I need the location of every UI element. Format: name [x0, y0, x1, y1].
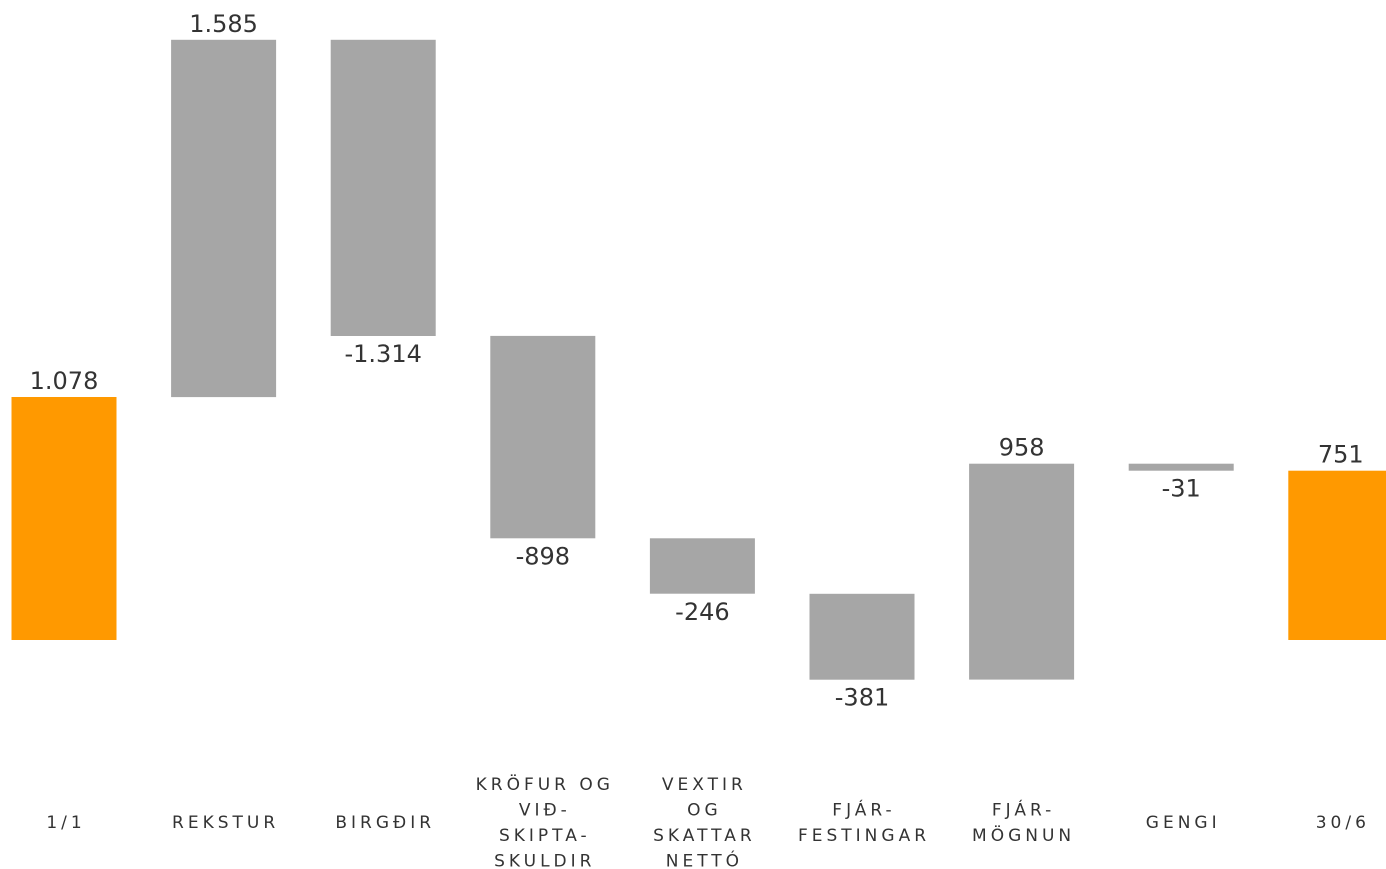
category-label-7: GENGI — [1146, 813, 1221, 833]
category-label-line: MÖGNUN — [972, 824, 1075, 846]
category-label-line: 1/1 — [46, 813, 85, 833]
bar-0 — [11, 397, 117, 640]
bar-3 — [490, 335, 596, 539]
bar-1 — [171, 39, 277, 398]
category-label-line: SKATTAR — [653, 826, 756, 846]
category-label-1: REKSTUR — [172, 813, 279, 833]
bars-group — [11, 39, 1386, 680]
category-label-8: 30/6 — [1316, 813, 1370, 833]
value-label-5: -381 — [835, 684, 889, 712]
category-label-line: GENGI — [1146, 813, 1221, 833]
category-label-6: FJÁR- MÖGNUN — [972, 798, 1075, 846]
value-label-8: 751 — [1318, 441, 1364, 469]
category-labels-group: 1/1 REKSTUR BIRGÐIR KRÖFUR OG VIÐ- SKIPTA- SKU… — [46, 773, 1370, 869]
value-label-2: -1.314 — [345, 340, 422, 368]
bar-8 — [1288, 470, 1386, 640]
category-label-0: 1/1 — [46, 813, 85, 833]
category-label-line: BIRGÐIR — [335, 813, 435, 833]
category-label-line: VIÐ- — [519, 800, 571, 820]
category-label-line: FJÁR- — [832, 798, 895, 820]
bar-6 — [969, 463, 1075, 680]
category-label-4: VEXTIR OG SKATTAR NETTÓ — [653, 775, 756, 869]
category-label-line: FESTINGAR — [798, 826, 930, 846]
value-label-6: 958 — [999, 434, 1045, 462]
category-label-line: 30/6 — [1316, 813, 1370, 833]
value-label-1: 1.585 — [189, 10, 258, 38]
category-label-line: REKSTUR — [172, 813, 279, 833]
value-label-7: -31 — [1162, 475, 1201, 503]
category-label-line: OG — [687, 800, 722, 820]
value-labels-group: 1.078 1.585 -1.314 -898 -246 -381 958 -31 751 — [30, 10, 1364, 712]
bar-2 — [330, 39, 436, 337]
bar-5 — [809, 593, 915, 680]
value-label-4: -246 — [675, 598, 729, 626]
category-label-line: NETTÓ — [666, 849, 743, 869]
category-label-2: BIRGÐIR — [335, 813, 435, 833]
category-label-5: FJÁR- FESTINGAR — [798, 798, 930, 846]
category-label-line: SKULDIR — [494, 851, 595, 869]
value-label-0: 1.078 — [30, 367, 99, 395]
category-label-line: FJÁR- — [992, 798, 1055, 820]
category-label-line: SKIPTA- — [499, 826, 591, 846]
category-label-line: KRÖFUR OG — [476, 773, 614, 795]
value-label-3: -898 — [516, 542, 570, 570]
category-label-line: VEXTIR — [662, 775, 747, 795]
category-label-3: KRÖFUR OG VIÐ- SKIPTA- SKULDIR — [476, 773, 614, 869]
bar-7 — [1128, 463, 1234, 471]
bar-4 — [649, 538, 755, 594]
